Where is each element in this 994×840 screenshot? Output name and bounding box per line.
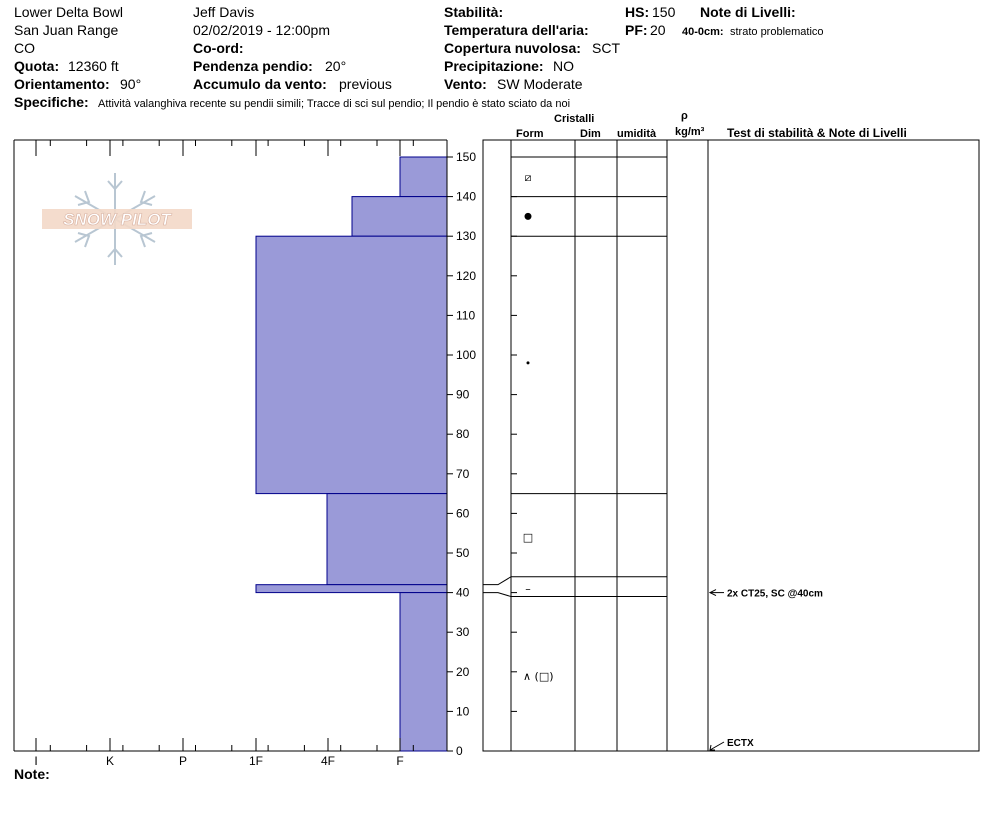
height-tick-label: 70	[456, 467, 470, 481]
hardness-tick-label: I	[34, 754, 37, 768]
height-tick-label: 60	[456, 506, 470, 520]
height-tick-label: 40	[456, 586, 470, 600]
sky-label: Copertura nuvolosa:	[444, 40, 581, 56]
slope-label: Pendenza pendio:	[193, 58, 313, 74]
height-tick-label: 130	[456, 229, 476, 243]
height-tick-label: 150	[456, 150, 476, 164]
hardness-tick-label: P	[179, 754, 187, 768]
layer-note-text: strato problematico	[730, 26, 824, 38]
coord-label: Co-ord:	[193, 40, 244, 56]
grain-form-symbol	[526, 361, 530, 365]
wind-value: SW Moderate	[497, 76, 583, 92]
height-tick-label: 140	[456, 190, 476, 204]
hardness-tick-label: 4F	[321, 754, 335, 768]
arrow-head-icon	[709, 744, 715, 751]
hardness-layer-0	[399, 156, 448, 198]
logo-banner	[42, 209, 192, 229]
hs-value: 150	[652, 4, 676, 20]
height-tick-label: 50	[456, 546, 470, 560]
layer-notes-label: Note di Livelli:	[700, 4, 796, 20]
hardness-layer-3	[326, 493, 448, 586]
grain-form-symbol	[524, 212, 532, 220]
hardness-layer-5	[399, 592, 448, 752]
notes-label: Note:	[14, 766, 50, 782]
grain-form-symbol: –	[525, 583, 531, 596]
hardness-layer-4	[255, 584, 448, 594]
aspect-label: Orientamento:	[14, 76, 110, 92]
stability-label: Stabilità:	[444, 4, 504, 20]
density-header: kg/m³	[675, 126, 705, 138]
tests-header: Test di stabilità & Note di Livelli	[727, 126, 907, 140]
aspect-value: 90°	[120, 76, 142, 92]
height-tick-label: 20	[456, 665, 470, 679]
wind-loading-value: previous	[339, 76, 392, 92]
rho-header: ρ	[681, 110, 688, 122]
pf-value: 20	[650, 22, 666, 38]
height-tick-label: 30	[456, 625, 470, 639]
height-tick-label: 120	[456, 269, 476, 283]
precip-label: Precipitazione:	[444, 58, 544, 74]
boundary-connector	[483, 576, 512, 586]
grain-form-symbol: ⧄	[525, 171, 532, 184]
grain-form-symbol: ∧ (□)	[523, 670, 554, 683]
hardness-layer-2	[255, 235, 448, 495]
moisture-header: umidità	[617, 128, 657, 140]
test-result-label: ECTX	[727, 738, 754, 749]
location: Lower Delta Bowl	[14, 4, 123, 20]
boundary-connector	[483, 592, 512, 598]
crystal-table	[482, 139, 980, 752]
sky-value: SCT	[592, 40, 620, 56]
height-tick-label: 10	[456, 704, 470, 718]
wind-label: Vento:	[444, 76, 487, 92]
range: San Juan Range	[14, 22, 119, 38]
form-header: Form	[516, 128, 544, 140]
wind-loading-label: Accumulo da vento:	[193, 76, 327, 92]
height-tick-label: 110	[456, 308, 475, 322]
height-tick-label: 80	[456, 427, 470, 441]
layer-note-depth: 40-0cm:	[682, 26, 724, 38]
logo-text: SNOW PILOT	[63, 210, 172, 229]
hardness-tick-label: 1F	[249, 754, 263, 768]
pf-label: PF:	[625, 22, 648, 38]
size-header: Dim	[580, 128, 601, 140]
hardness-tick-label: F	[396, 754, 403, 768]
datetime: 02/02/2019 - 12:00pm	[193, 22, 330, 38]
hardness-tick-label: K	[106, 754, 114, 768]
crystals-header: Cristalli	[554, 113, 595, 125]
grain-form-symbol: □	[523, 531, 533, 544]
height-tick-label: 90	[456, 388, 470, 402]
specifics-label: Specifiche:	[14, 94, 89, 110]
specifics-text: Attività valanghiva recente su pendii si…	[98, 98, 571, 110]
height-tick-label: 100	[456, 348, 476, 362]
slope-value: 20°	[325, 58, 347, 74]
height-tick-label: 0	[456, 744, 463, 758]
test-result-label: 2x CT25, SC @40cm	[727, 589, 823, 600]
arrow-head-icon	[708, 589, 717, 597]
elevation-label: Quota:	[14, 58, 60, 74]
precip-value: NO	[553, 58, 574, 74]
hardness-layer-1	[351, 196, 448, 237]
air-temp-label: Temperatura dell'aria:	[444, 22, 589, 38]
state: CO	[14, 40, 35, 56]
observer: Jeff Davis	[193, 4, 255, 20]
hs-label: HS:	[625, 4, 650, 20]
elevation-value: 12360 ft	[68, 58, 119, 74]
test-arrow	[709, 741, 725, 751]
